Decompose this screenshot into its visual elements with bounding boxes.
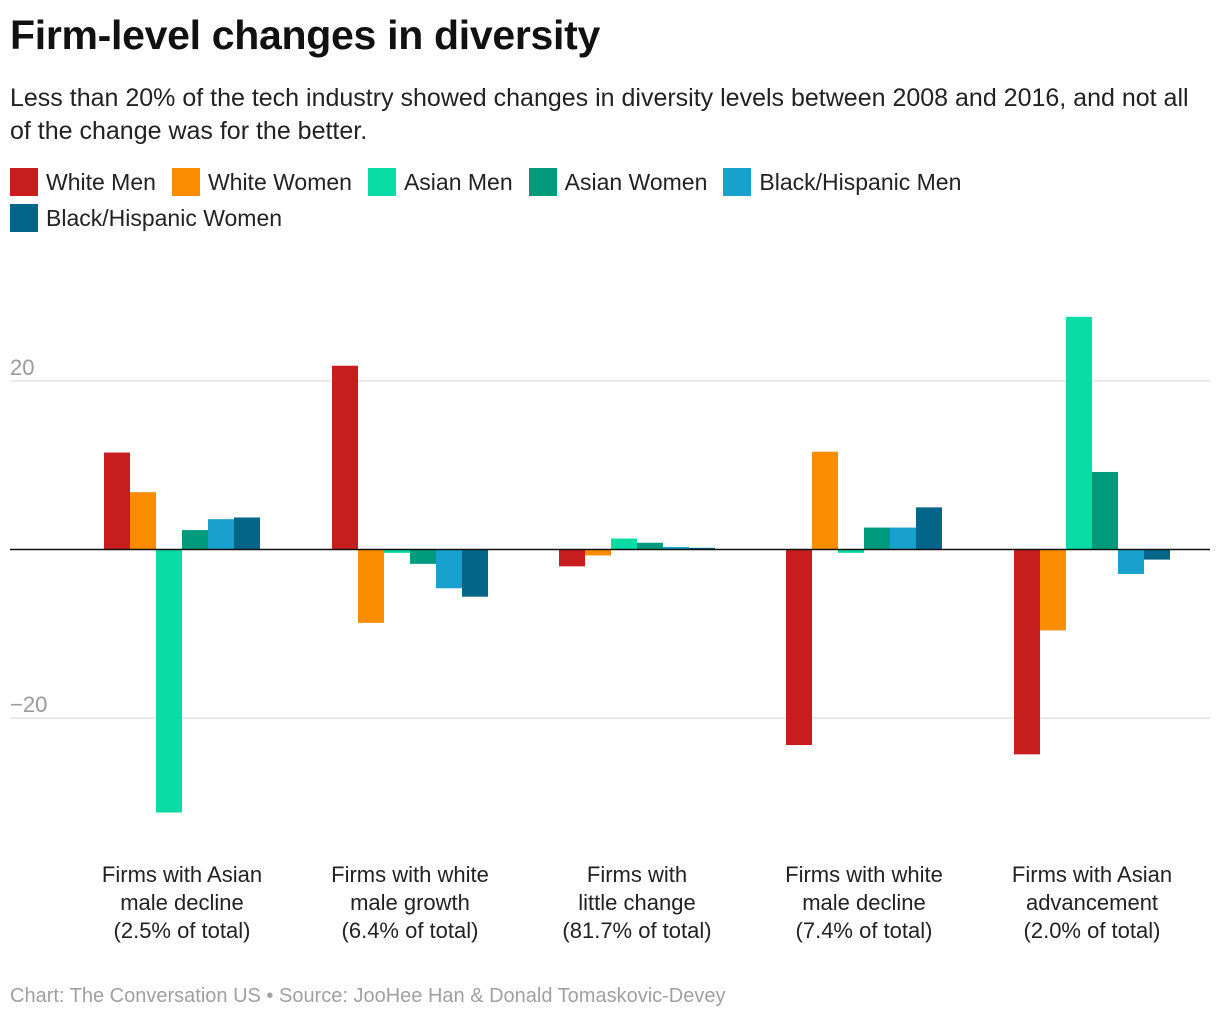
bar-white-men — [1014, 549, 1040, 755]
chart-footer: Chart: The Conversation US • Source: Joo… — [10, 985, 726, 1007]
y-tick-label: 20 — [10, 355, 34, 380]
bar-asian-men — [156, 549, 182, 813]
legend-item-asian-men: Asian Men — [367, 168, 513, 196]
bar-black-hispanic-women — [462, 549, 488, 597]
bar-white-women — [812, 451, 838, 550]
bar-black-hispanic-women — [689, 547, 715, 550]
bar-white-women — [358, 549, 384, 623]
legend-swatch — [528, 168, 557, 196]
legend-label: Asian Men — [403, 168, 513, 195]
legend-swatch — [171, 168, 200, 196]
bar-black-hispanic-men — [1118, 549, 1144, 574]
bar-black-hispanic-men — [436, 549, 462, 589]
legend-swatch — [10, 204, 38, 232]
chart-legend: White Men White Women Asian Men Asian Wo… — [10, 168, 1110, 232]
bar-white-men — [559, 549, 585, 567]
bar-asian-men — [611, 538, 637, 550]
x-category-label: Firms with white male decline (7.4% of tot… — [785, 862, 943, 943]
bar-black-hispanic-men — [663, 546, 689, 550]
legend-label: Black/Hispanic Men — [759, 168, 962, 195]
bar-black-hispanic-men — [890, 527, 916, 550]
legend-item-white-men: White Men — [10, 168, 156, 196]
bar-asian-women — [864, 527, 890, 550]
legend-swatch — [367, 168, 396, 196]
legend-item-asian-women: Asian Women — [528, 168, 708, 196]
bar-asian-women — [182, 530, 208, 550]
x-category-label: Firms with little change (81.7% of total) — [562, 862, 711, 943]
bar-asian-women — [637, 542, 663, 550]
bar-white-women — [1040, 549, 1066, 631]
legend-swatch — [723, 168, 752, 196]
bar-white-men — [332, 365, 358, 550]
bar-asian-women — [410, 549, 436, 564]
bar-black-hispanic-men — [208, 519, 234, 550]
bar-asian-men — [838, 549, 864, 553]
bar-white-men — [786, 549, 812, 746]
x-category-label: Firms with white male growth (6.4% of tota… — [331, 862, 489, 943]
legend-item-white-women: White Women — [171, 168, 352, 196]
bar-black-hispanic-women — [916, 507, 942, 550]
legend-swatch — [10, 168, 38, 196]
legend-label: White Women — [207, 168, 352, 195]
bar-white-women — [130, 492, 156, 550]
legend-item-black-hispanic-men: Black/Hispanic Men — [723, 168, 961, 196]
legend-label: White Men — [46, 168, 156, 195]
x-category-label: Firms with Asian advancement (2.0% of tota… — [1012, 862, 1172, 943]
bar-black-hispanic-women — [234, 517, 260, 550]
bar-white-men — [104, 452, 130, 550]
bar-asian-men — [384, 549, 410, 553]
bar-black-hispanic-women — [1144, 549, 1170, 560]
chart-subtitle: Less than 20% of the tech industry showe… — [10, 84, 1189, 145]
x-category-label: Firms with Asian male decline (2.5% of tot… — [102, 862, 262, 943]
chart-title: Firm-level changes in diversity — [10, 12, 600, 58]
legend-label: Black/Hispanic Women — [46, 204, 283, 231]
legend-label: Asian Women — [564, 168, 708, 195]
bar-white-women — [585, 549, 611, 556]
y-tick-label: −20 — [10, 692, 47, 717]
bar-asian-women — [1092, 471, 1118, 550]
legend-item-black-hispanic-women: Black/Hispanic Women — [10, 204, 282, 232]
bar-asian-men — [1066, 316, 1092, 550]
